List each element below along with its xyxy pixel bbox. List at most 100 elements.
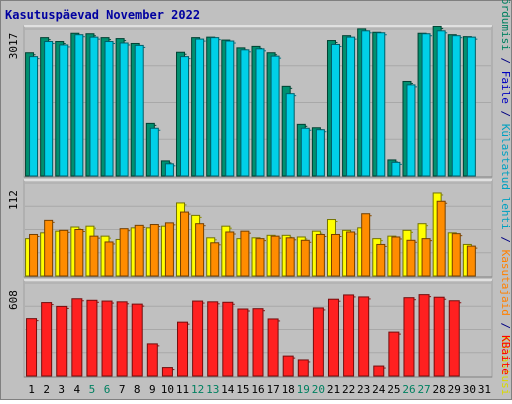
- bar: [297, 359, 309, 377]
- panel-middle-ymax-label: 112: [7, 190, 20, 210]
- right-label-part: Faile: [499, 71, 512, 104]
- bar: [26, 318, 38, 377]
- x-tick-label: 10: [161, 383, 174, 396]
- x-tick-label: 1: [28, 383, 35, 396]
- x-tick-label: 7: [119, 383, 126, 396]
- bar: [74, 229, 84, 277]
- bar: [388, 331, 400, 377]
- panel-bottom-ymax-label: 608: [7, 290, 20, 310]
- x-tick-label: 30: [463, 383, 476, 396]
- bar: [134, 224, 144, 277]
- bar: [300, 127, 310, 177]
- bar: [41, 302, 53, 377]
- right-label-part: Külastatud lehti: [499, 124, 512, 230]
- bar: [146, 343, 158, 377]
- bar: [448, 300, 460, 377]
- panel-top-ymax-label: 3017: [7, 33, 20, 60]
- chart-title: Kasutuspäevad November 2022: [5, 8, 200, 22]
- bar: [59, 229, 69, 277]
- right-label-part: /: [499, 316, 512, 336]
- series-faile: [29, 30, 478, 177]
- x-tick-label: 21: [327, 383, 340, 396]
- chart-panels: 3017 112 608: [7, 25, 493, 378]
- right-label-part: /: [499, 230, 512, 250]
- bar: [116, 301, 128, 377]
- bar: [373, 365, 385, 377]
- bar: [164, 163, 174, 177]
- x-tick-label: 14: [221, 383, 235, 396]
- x-tick-label: 3: [58, 383, 65, 396]
- bar: [252, 308, 264, 377]
- bar: [119, 42, 129, 177]
- bar: [346, 36, 356, 177]
- x-tick-label: 8: [134, 383, 141, 396]
- bar: [104, 41, 114, 177]
- x-tick-label: 24: [372, 383, 386, 396]
- bar: [195, 38, 205, 177]
- bar: [466, 245, 476, 277]
- bar: [330, 43, 340, 177]
- bar: [267, 318, 279, 377]
- bar: [358, 296, 370, 377]
- bar: [282, 355, 294, 377]
- bar: [225, 40, 235, 177]
- bar: [71, 298, 83, 377]
- bar: [89, 36, 99, 177]
- bar: [237, 308, 249, 377]
- bar: [270, 235, 280, 277]
- bar: [433, 296, 445, 377]
- bar: [376, 32, 386, 177]
- x-tick-label: 16: [251, 383, 264, 396]
- series-kbaite: [26, 294, 462, 377]
- x-tick-label: 25: [387, 383, 400, 396]
- bar: [161, 367, 173, 377]
- bar: [104, 241, 114, 277]
- x-tick-label: 17: [266, 383, 279, 396]
- bar: [406, 84, 416, 177]
- x-tick-label: 19: [297, 383, 310, 396]
- bar: [180, 211, 190, 277]
- x-tick-label: 23: [357, 383, 370, 396]
- x-tick-label: 13: [206, 383, 219, 396]
- bar: [315, 129, 325, 177]
- x-tick-label: 4: [74, 383, 81, 396]
- bar: [177, 321, 189, 377]
- bar: [436, 200, 446, 277]
- right-label-part: Külastusi: [499, 336, 512, 396]
- bar: [391, 236, 401, 277]
- bar: [315, 233, 325, 277]
- bar: [210, 242, 220, 277]
- bar: [418, 294, 430, 377]
- bar: [343, 294, 355, 377]
- bar: [240, 49, 250, 177]
- bar: [56, 305, 68, 377]
- bar: [451, 35, 461, 177]
- bar: [131, 303, 143, 377]
- bar: [222, 301, 234, 377]
- panel-middle: 112: [7, 179, 493, 278]
- bar: [421, 238, 431, 277]
- bar: [119, 228, 129, 277]
- bar: [29, 56, 39, 177]
- bar: [44, 41, 54, 177]
- x-tick-label: 12: [191, 383, 204, 396]
- x-tick-label: 11: [176, 383, 189, 396]
- bar: [210, 37, 220, 177]
- panel-top: 3017: [7, 25, 493, 178]
- x-tick-label: 15: [236, 383, 249, 396]
- x-tick-label: 26: [402, 383, 415, 396]
- x-tick-label: 9: [149, 383, 156, 396]
- x-tick-label: 31: [478, 383, 491, 396]
- x-tick-label: 2: [43, 383, 50, 396]
- bar: [361, 30, 371, 177]
- panel-bottom: 608: [7, 279, 493, 378]
- bar: [255, 48, 265, 177]
- bar: [225, 231, 235, 277]
- right-label-part: Kasutajaid: [499, 250, 512, 316]
- x-axis: 1 2 3 4 5 6 7 8 9 10 11 12 13 14 15 16 17 18 19 20 21 22 23 24 2…: [28, 383, 491, 396]
- bar: [327, 298, 339, 377]
- x-tick-label: 18: [282, 383, 295, 396]
- bar: [29, 233, 39, 277]
